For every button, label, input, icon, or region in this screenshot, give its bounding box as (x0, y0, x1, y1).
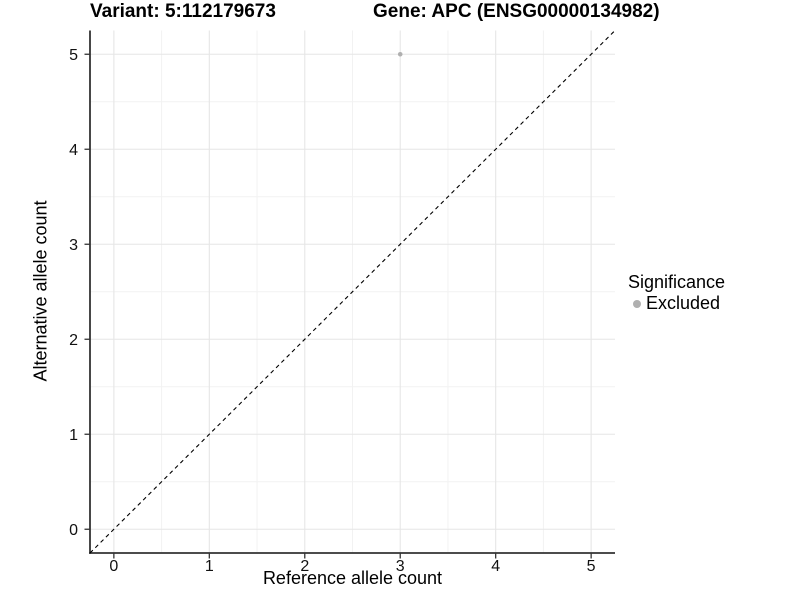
x-axis-title: Reference allele count (262, 568, 443, 588)
y-tick-label: 5 (69, 47, 78, 64)
x-tick-label: 4 (491, 558, 500, 575)
y-tick-label: 2 (69, 332, 78, 349)
x-tick-label: 5 (587, 558, 596, 575)
legend: Significance Excluded (628, 271, 725, 314)
y-tick-label: 1 (69, 427, 78, 444)
x-tick-label: 2 (300, 558, 309, 575)
legend-item-label: Excluded (646, 293, 721, 313)
identity-line (89, 30, 616, 554)
x-tick-label: 3 (396, 558, 405, 575)
legend-title: Significance (628, 272, 726, 292)
legend-item-excluded: Excluded (628, 293, 725, 314)
variant-title: Variant: 5:112179673 (90, 1, 276, 22)
y-tick-label: 3 (69, 237, 78, 254)
y-tick-label: 4 (69, 142, 78, 159)
data-point (397, 51, 403, 57)
x-tick-label: 1 (205, 558, 214, 575)
gene-title: Gene: APC (ENSG00000134982) (373, 1, 660, 22)
y-axis-title: Alternative allele count (30, 200, 51, 382)
x-tick-label: 0 (109, 558, 118, 575)
y-tick-label: 0 (69, 522, 78, 539)
excluded-point-icon (633, 299, 641, 308)
